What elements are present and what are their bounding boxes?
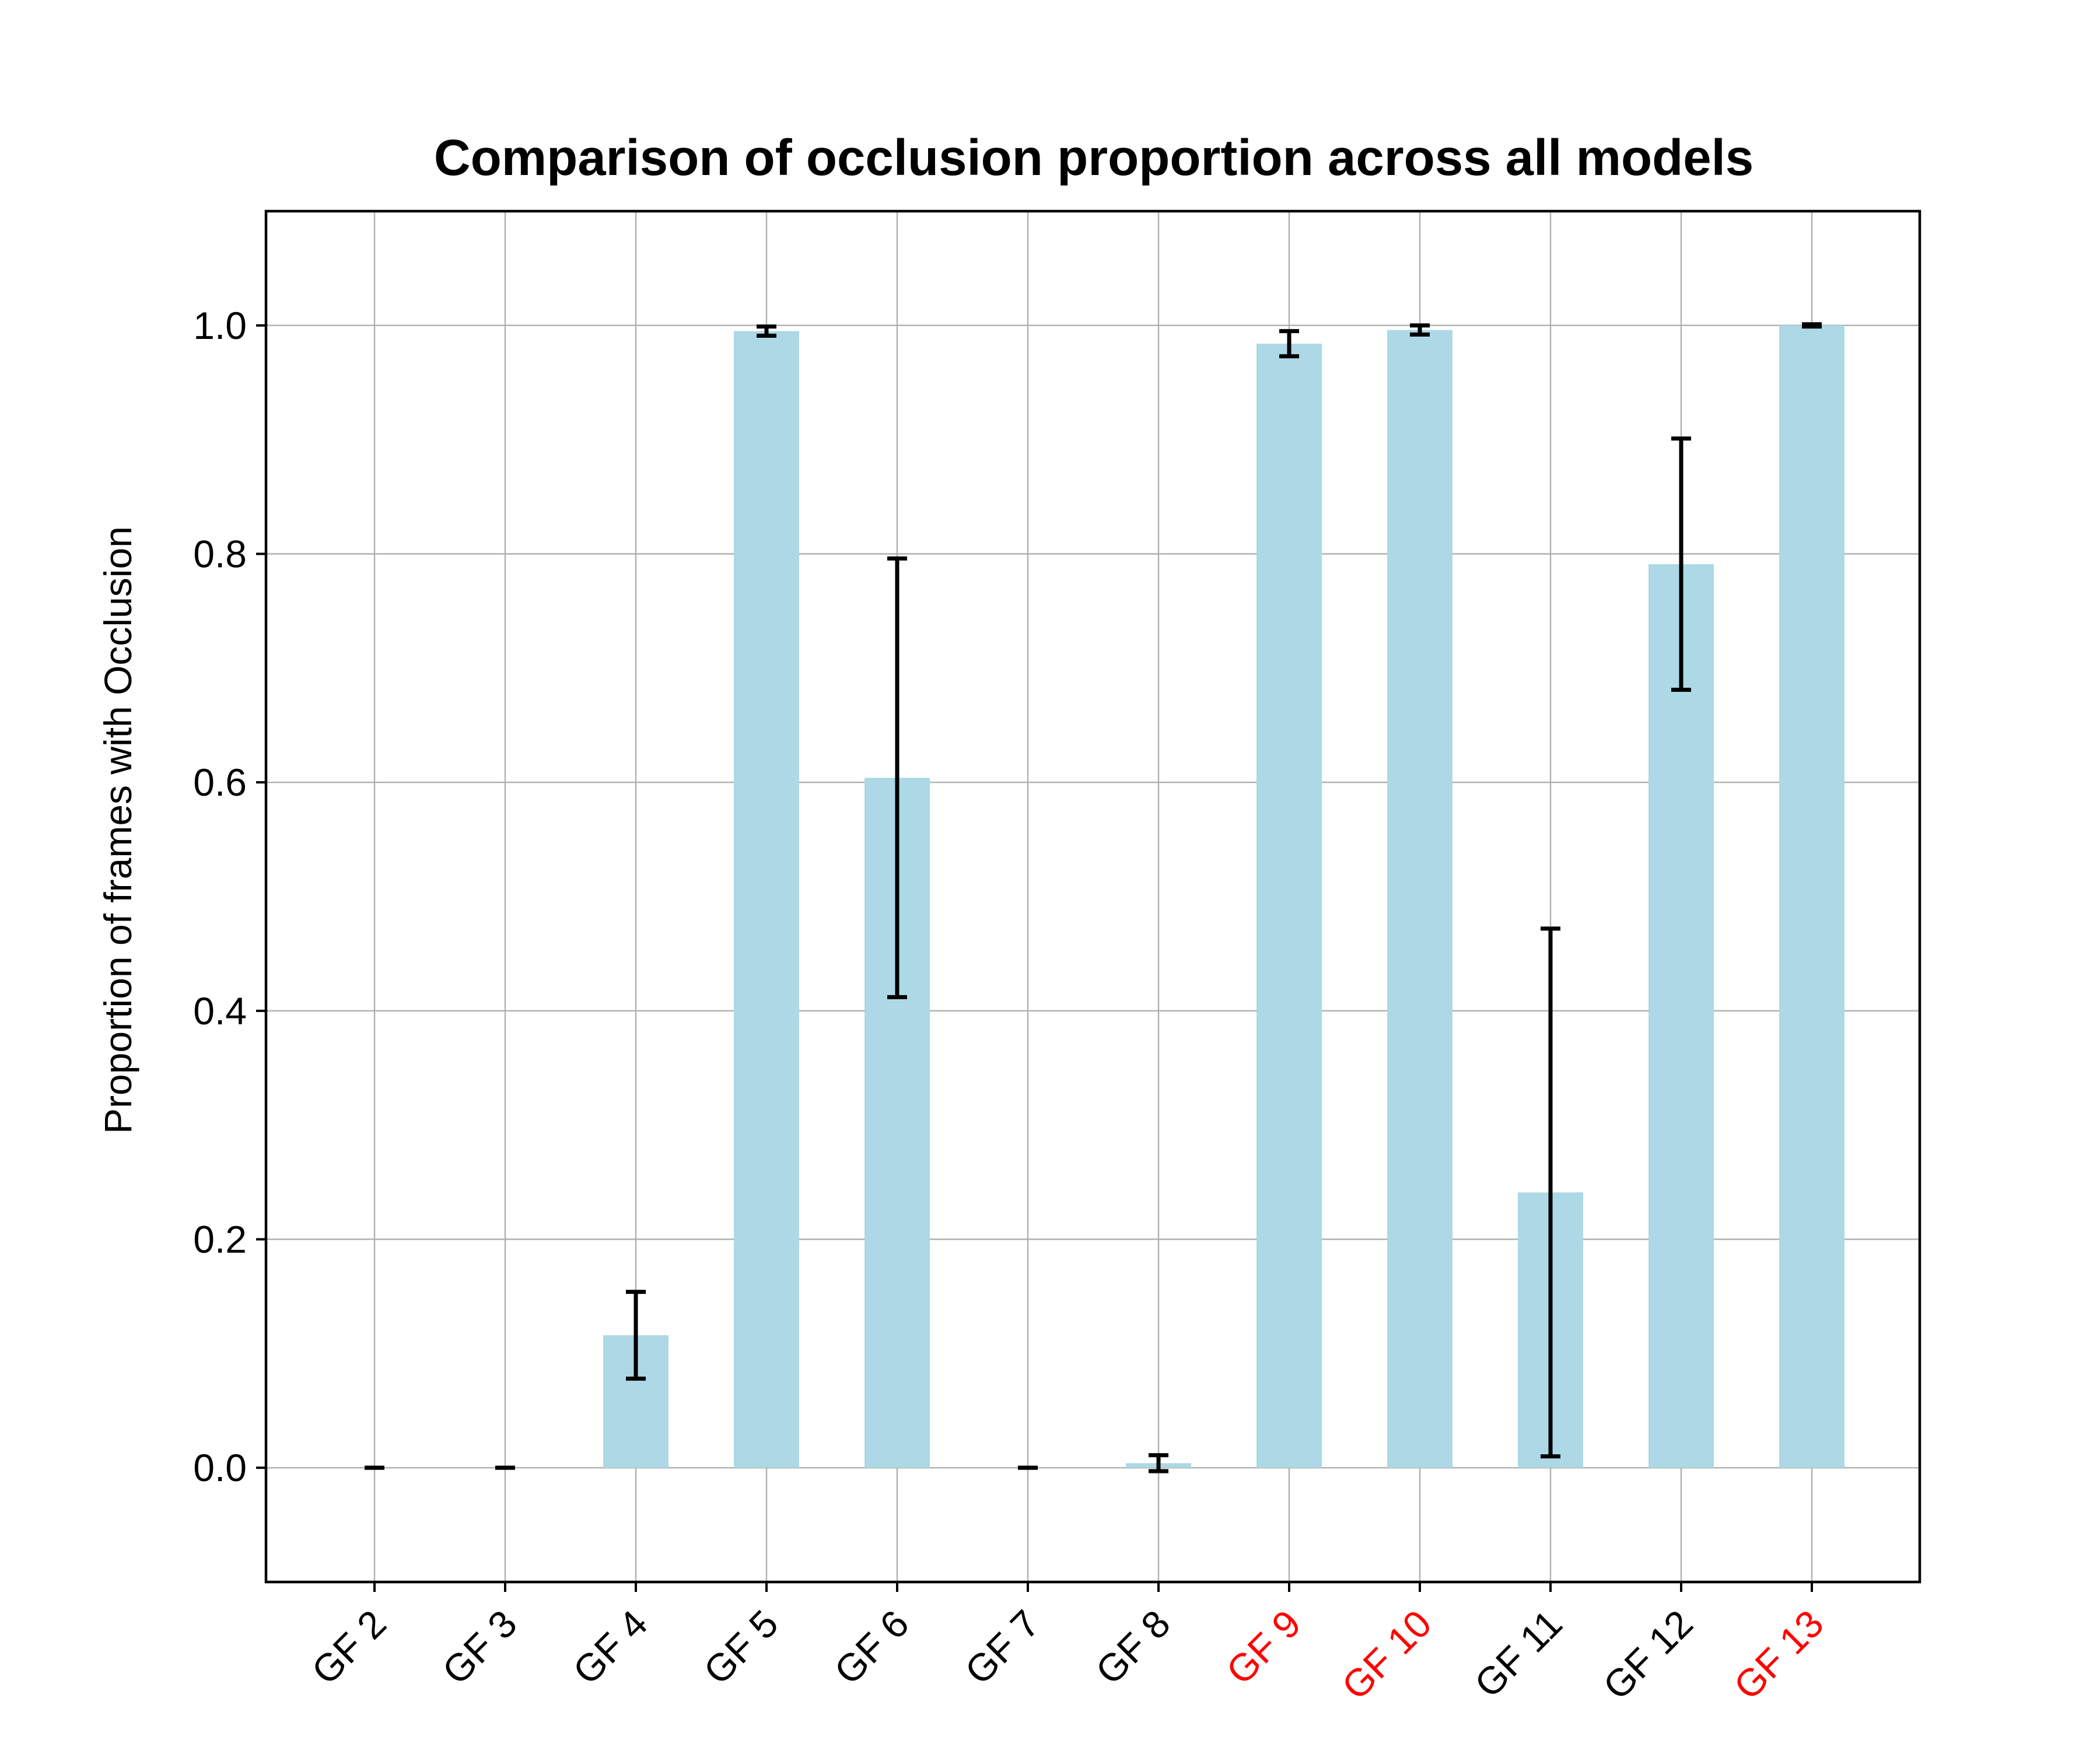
y-tick-label: 0.8 bbox=[193, 533, 247, 576]
x-tick-label: GF 5 bbox=[695, 1602, 786, 1693]
error-bars bbox=[365, 322, 1822, 1474]
y-tick-label: 0.0 bbox=[193, 1446, 247, 1489]
y-tick-label: 0.2 bbox=[193, 1218, 247, 1261]
x-tick-label: GF 11 bbox=[1466, 1602, 1570, 1706]
x-axis: GF 2 GF 3 GF 4 GF 5 GF 6 GF 7 GF 8 GF 9 GF 10 GF … bbox=[303, 1582, 1832, 1708]
bar bbox=[734, 331, 799, 1468]
chart-title: Comparison of occlusion proportion acros… bbox=[434, 130, 1754, 186]
y-axis: 0.0 0.2 0.4 0.6 0.8 1.0 bbox=[193, 304, 266, 1489]
y-tick-label: 1.0 bbox=[193, 304, 247, 347]
x-tick-label: GF 13 bbox=[1726, 1602, 1832, 1708]
bar bbox=[1648, 564, 1714, 1468]
x-tick-label: GF 2 bbox=[303, 1602, 394, 1693]
y-axis-label: Proportion of frames with Occlusion bbox=[96, 526, 139, 1134]
x-tick-label: GF 7 bbox=[957, 1602, 1048, 1693]
bar bbox=[1256, 344, 1322, 1468]
y-tick-label: 0.6 bbox=[193, 761, 247, 804]
x-tick-label: GF 3 bbox=[434, 1602, 525, 1693]
bar bbox=[1779, 325, 1845, 1468]
x-tick-label: GF 12 bbox=[1595, 1602, 1701, 1708]
y-tick-label: 0.4 bbox=[193, 989, 247, 1032]
x-tick-label: GF 6 bbox=[826, 1602, 917, 1693]
bars bbox=[342, 325, 1845, 1468]
x-tick-label: GF 9 bbox=[1218, 1602, 1309, 1693]
plot-frame bbox=[264, 209, 1922, 1584]
x-tick-label: GF 4 bbox=[565, 1602, 656, 1693]
x-tick-label: GF 10 bbox=[1334, 1602, 1440, 1708]
bar bbox=[1387, 330, 1452, 1468]
x-tick-label: GF 8 bbox=[1087, 1602, 1178, 1693]
